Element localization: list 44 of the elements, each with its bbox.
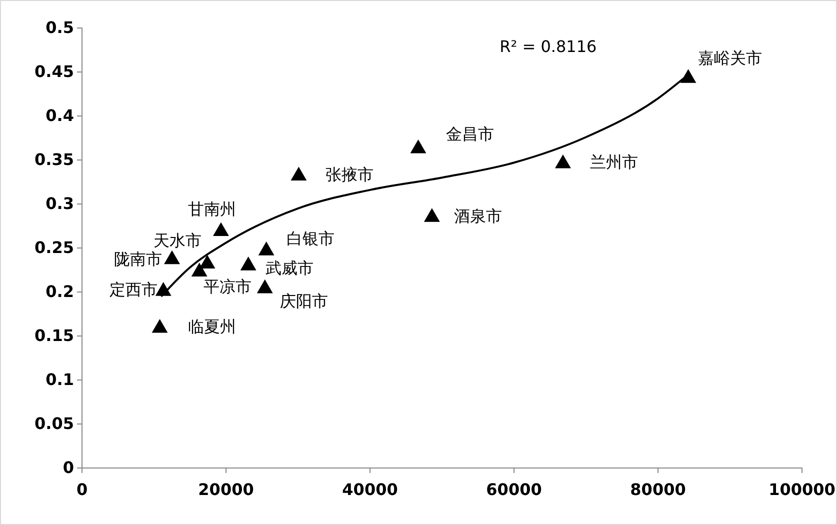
y-tick-label: 0.15 <box>34 326 74 346</box>
y-tick-label: 0.45 <box>34 62 74 82</box>
point <box>191 262 208 276</box>
y-tick-label: 0.2 <box>46 282 74 302</box>
point <box>424 208 440 222</box>
x-tick-label: 0 <box>76 480 88 500</box>
annotation: 临夏州 <box>188 317 236 336</box>
point <box>410 139 426 154</box>
y-tick-label: 0.35 <box>34 150 74 170</box>
x-tick-label: 100000 <box>768 480 836 500</box>
y-tick-label: 0.25 <box>34 238 74 258</box>
y-tick-label: 0 <box>62 458 74 478</box>
annotation: 陇南市 <box>114 250 162 269</box>
point <box>290 166 307 181</box>
annotation: R² = 0.8116 <box>500 37 597 56</box>
y-tick-label: 0.3 <box>46 194 74 214</box>
point <box>256 279 273 294</box>
annotation: 定西市 <box>109 280 158 300</box>
x-tick-label: 20000 <box>198 480 254 500</box>
annotation: 张掖市 <box>326 164 374 184</box>
annotation: 庆阳市 <box>280 292 328 311</box>
point <box>212 222 229 236</box>
y-tick-label: 0.05 <box>34 414 74 434</box>
point <box>258 242 274 256</box>
y-tick-label: 0.1 <box>46 370 74 390</box>
y-tick-label: 0.4 <box>46 106 74 126</box>
annotation: 兰州市 <box>590 152 638 172</box>
annotation: 金昌市 <box>446 124 494 144</box>
annotation: 甘南州 <box>188 199 236 218</box>
annotation: 武威市 <box>265 258 314 278</box>
point <box>240 256 256 270</box>
point <box>554 154 571 168</box>
point <box>199 254 216 269</box>
annotation: 白银市 <box>286 228 334 248</box>
x-tick-label: 40000 <box>342 480 398 500</box>
x-tick-label: 80000 <box>630 480 686 500</box>
point <box>164 250 180 264</box>
annotation: 酒泉市 <box>454 206 502 226</box>
annotation: 平凉市 <box>203 276 252 296</box>
x-tick-label: 60000 <box>486 480 542 500</box>
y-tick-label: 0.5 <box>46 18 74 38</box>
point <box>152 319 168 333</box>
annotation: 天水市 <box>153 230 202 250</box>
annotation: 嘉峪关市 <box>698 48 762 68</box>
